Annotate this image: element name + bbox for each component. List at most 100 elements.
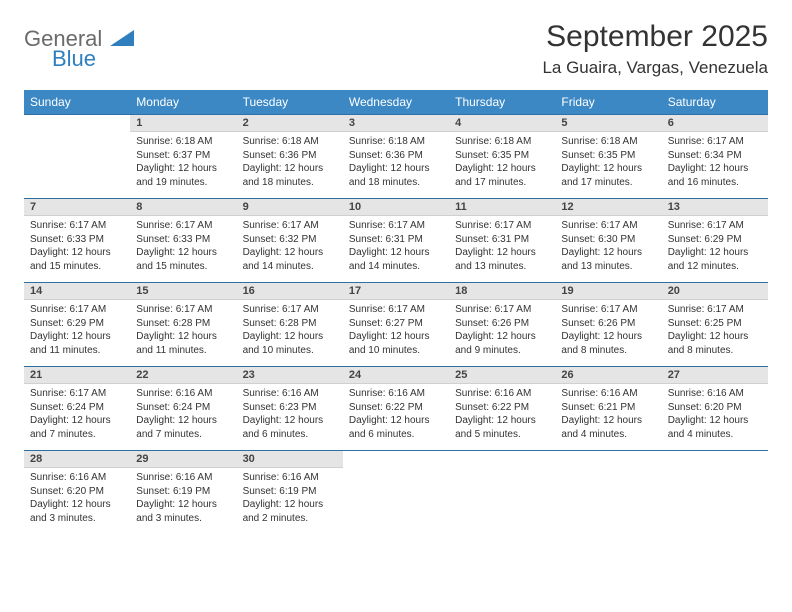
sunset-text: Sunset: 6:36 PM <box>243 149 337 163</box>
sunrise-text: Sunrise: 6:16 AM <box>136 387 230 401</box>
daylight-text: Daylight: 12 hours and 13 minutes. <box>561 246 655 273</box>
calendar-week-row: 14Sunrise: 6:17 AMSunset: 6:29 PMDayligh… <box>24 282 768 366</box>
sunset-text: Sunset: 6:35 PM <box>455 149 549 163</box>
day-content: Sunrise: 6:16 AMSunset: 6:22 PMDaylight:… <box>449 384 555 447</box>
daylight-text: Daylight: 12 hours and 2 minutes. <box>243 498 337 525</box>
calendar-cell: 29Sunrise: 6:16 AMSunset: 6:19 PMDayligh… <box>130 450 236 534</box>
day-number: 8 <box>130 198 236 216</box>
calendar-cell: 25Sunrise: 6:16 AMSunset: 6:22 PMDayligh… <box>449 366 555 450</box>
header: General Blue September 2025 La Guaira, V… <box>24 20 768 78</box>
calendar-cell: 15Sunrise: 6:17 AMSunset: 6:28 PMDayligh… <box>130 282 236 366</box>
sunset-text: Sunset: 6:30 PM <box>561 233 655 247</box>
sunset-text: Sunset: 6:33 PM <box>136 233 230 247</box>
daylight-text: Daylight: 12 hours and 6 minutes. <box>243 414 337 441</box>
calendar-cell: 11Sunrise: 6:17 AMSunset: 6:31 PMDayligh… <box>449 198 555 282</box>
day-header: Saturday <box>662 90 768 114</box>
day-content: Sunrise: 6:18 AMSunset: 6:37 PMDaylight:… <box>130 132 236 195</box>
logo-text: General Blue <box>24 26 134 70</box>
location-label: La Guaira, Vargas, Venezuela <box>542 58 768 78</box>
calendar-cell: 16Sunrise: 6:17 AMSunset: 6:28 PMDayligh… <box>237 282 343 366</box>
sunset-text: Sunset: 6:21 PM <box>561 401 655 415</box>
day-content: Sunrise: 6:16 AMSunset: 6:19 PMDaylight:… <box>237 468 343 531</box>
sunset-text: Sunset: 6:20 PM <box>30 485 124 499</box>
calendar-cell: 13Sunrise: 6:17 AMSunset: 6:29 PMDayligh… <box>662 198 768 282</box>
day-number: 23 <box>237 366 343 384</box>
calendar-cell: 24Sunrise: 6:16 AMSunset: 6:22 PMDayligh… <box>343 366 449 450</box>
day-content: Sunrise: 6:18 AMSunset: 6:36 PMDaylight:… <box>237 132 343 195</box>
day-number: 24 <box>343 366 449 384</box>
day-content: Sunrise: 6:17 AMSunset: 6:30 PMDaylight:… <box>555 216 661 279</box>
day-number: 16 <box>237 282 343 300</box>
empty-day <box>24 114 130 132</box>
calendar-cell: 19Sunrise: 6:17 AMSunset: 6:26 PMDayligh… <box>555 282 661 366</box>
calendar-cell: 2Sunrise: 6:18 AMSunset: 6:36 PMDaylight… <box>237 114 343 198</box>
daylight-text: Daylight: 12 hours and 9 minutes. <box>455 330 549 357</box>
day-number: 6 <box>662 114 768 132</box>
sunrise-text: Sunrise: 6:18 AM <box>136 135 230 149</box>
sunset-text: Sunset: 6:19 PM <box>243 485 337 499</box>
sunset-text: Sunset: 6:24 PM <box>30 401 124 415</box>
day-content: Sunrise: 6:17 AMSunset: 6:28 PMDaylight:… <box>130 300 236 363</box>
daylight-text: Daylight: 12 hours and 4 minutes. <box>668 414 762 441</box>
calendar-cell: 8Sunrise: 6:17 AMSunset: 6:33 PMDaylight… <box>130 198 236 282</box>
day-number: 19 <box>555 282 661 300</box>
daylight-text: Daylight: 12 hours and 4 minutes. <box>561 414 655 441</box>
sunrise-text: Sunrise: 6:16 AM <box>668 387 762 401</box>
sunrise-text: Sunrise: 6:16 AM <box>30 471 124 485</box>
sunset-text: Sunset: 6:19 PM <box>136 485 230 499</box>
daylight-text: Daylight: 12 hours and 11 minutes. <box>136 330 230 357</box>
sunset-text: Sunset: 6:33 PM <box>30 233 124 247</box>
calendar-cell <box>24 114 130 198</box>
sunrise-text: Sunrise: 6:17 AM <box>136 219 230 233</box>
calendar-cell: 30Sunrise: 6:16 AMSunset: 6:19 PMDayligh… <box>237 450 343 534</box>
calendar-cell: 18Sunrise: 6:17 AMSunset: 6:26 PMDayligh… <box>449 282 555 366</box>
sunrise-text: Sunrise: 6:17 AM <box>349 219 443 233</box>
day-content: Sunrise: 6:17 AMSunset: 6:32 PMDaylight:… <box>237 216 343 279</box>
logo-part2: Blue <box>52 48 134 70</box>
sunset-text: Sunset: 6:27 PM <box>349 317 443 331</box>
daylight-text: Daylight: 12 hours and 7 minutes. <box>30 414 124 441</box>
sunrise-text: Sunrise: 6:17 AM <box>455 303 549 317</box>
daylight-text: Daylight: 12 hours and 19 minutes. <box>136 162 230 189</box>
calendar-week-row: 28Sunrise: 6:16 AMSunset: 6:20 PMDayligh… <box>24 450 768 534</box>
calendar-header-row: SundayMondayTuesdayWednesdayThursdayFrid… <box>24 90 768 114</box>
empty-day <box>555 450 661 468</box>
day-content: Sunrise: 6:18 AMSunset: 6:35 PMDaylight:… <box>449 132 555 195</box>
day-number: 28 <box>24 450 130 468</box>
daylight-text: Daylight: 12 hours and 3 minutes. <box>136 498 230 525</box>
sunrise-text: Sunrise: 6:18 AM <box>243 135 337 149</box>
calendar-cell: 1Sunrise: 6:18 AMSunset: 6:37 PMDaylight… <box>130 114 236 198</box>
calendar-cell: 22Sunrise: 6:16 AMSunset: 6:24 PMDayligh… <box>130 366 236 450</box>
sunrise-text: Sunrise: 6:16 AM <box>136 471 230 485</box>
sunset-text: Sunset: 6:31 PM <box>455 233 549 247</box>
day-content: Sunrise: 6:17 AMSunset: 6:26 PMDaylight:… <box>555 300 661 363</box>
sunset-text: Sunset: 6:34 PM <box>668 149 762 163</box>
calendar-cell: 28Sunrise: 6:16 AMSunset: 6:20 PMDayligh… <box>24 450 130 534</box>
calendar-cell: 3Sunrise: 6:18 AMSunset: 6:36 PMDaylight… <box>343 114 449 198</box>
day-content: Sunrise: 6:17 AMSunset: 6:29 PMDaylight:… <box>662 216 768 279</box>
daylight-text: Daylight: 12 hours and 14 minutes. <box>349 246 443 273</box>
day-number: 3 <box>343 114 449 132</box>
calendar-cell: 4Sunrise: 6:18 AMSunset: 6:35 PMDaylight… <box>449 114 555 198</box>
calendar-cell: 12Sunrise: 6:17 AMSunset: 6:30 PMDayligh… <box>555 198 661 282</box>
day-content: Sunrise: 6:16 AMSunset: 6:20 PMDaylight:… <box>662 384 768 447</box>
sunrise-text: Sunrise: 6:18 AM <box>349 135 443 149</box>
day-number: 30 <box>237 450 343 468</box>
day-number: 27 <box>662 366 768 384</box>
sunrise-text: Sunrise: 6:17 AM <box>561 219 655 233</box>
daylight-text: Daylight: 12 hours and 18 minutes. <box>349 162 443 189</box>
day-number: 7 <box>24 198 130 216</box>
sunrise-text: Sunrise: 6:17 AM <box>30 387 124 401</box>
daylight-text: Daylight: 12 hours and 17 minutes. <box>561 162 655 189</box>
sunrise-text: Sunrise: 6:17 AM <box>455 219 549 233</box>
calendar-cell: 6Sunrise: 6:17 AMSunset: 6:34 PMDaylight… <box>662 114 768 198</box>
day-number: 21 <box>24 366 130 384</box>
sunrise-text: Sunrise: 6:17 AM <box>243 303 337 317</box>
calendar-cell: 21Sunrise: 6:17 AMSunset: 6:24 PMDayligh… <box>24 366 130 450</box>
calendar-cell <box>662 450 768 534</box>
sunrise-text: Sunrise: 6:16 AM <box>349 387 443 401</box>
day-content: Sunrise: 6:17 AMSunset: 6:24 PMDaylight:… <box>24 384 130 447</box>
sunrise-text: Sunrise: 6:17 AM <box>30 303 124 317</box>
daylight-text: Daylight: 12 hours and 13 minutes. <box>455 246 549 273</box>
day-content: Sunrise: 6:18 AMSunset: 6:35 PMDaylight:… <box>555 132 661 195</box>
